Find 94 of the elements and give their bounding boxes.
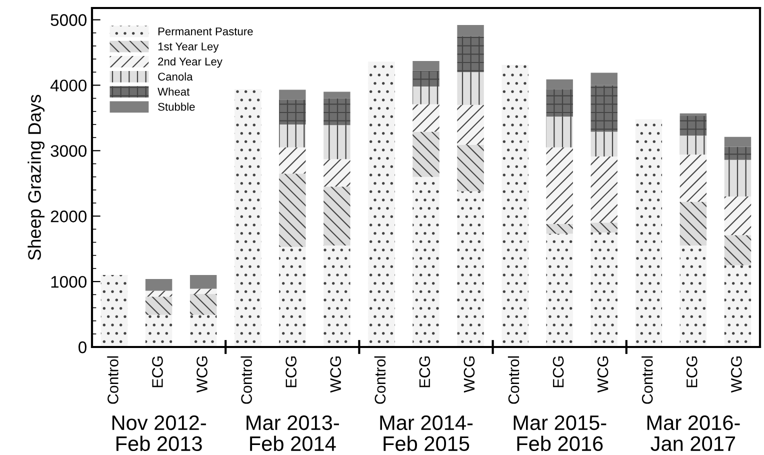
x-tick-label: Control [107, 356, 118, 404]
bar [234, 89, 262, 347]
bar [457, 191, 484, 347]
legend-label: Canola [158, 72, 193, 81]
bar [590, 222, 618, 232]
bar [279, 90, 306, 100]
bar [590, 132, 618, 157]
y-tick-label: 5000 [50, 14, 86, 26]
bar [680, 136, 707, 155]
bar [324, 92, 350, 98]
bar [680, 113, 707, 116]
x-tick-label: Control [240, 356, 252, 404]
bar [590, 72, 618, 86]
bar [412, 176, 440, 347]
x-tick-label: Control [374, 356, 386, 404]
y-tick-label: 1000 [51, 276, 86, 288]
bar [502, 64, 528, 347]
bar [100, 275, 128, 347]
bar [546, 234, 573, 347]
text: Mar 2014- Feb 2015 [380, 415, 473, 452]
text: Mar 2015- Feb 2016 [514, 415, 606, 452]
legend-label: 1st Year Ley [158, 42, 219, 53]
bar [457, 72, 484, 105]
bar [546, 147, 573, 224]
bar [279, 124, 306, 148]
bar [145, 290, 172, 297]
text: Mar 2013- Feb 2014 [246, 415, 339, 452]
bar [412, 61, 440, 71]
bar [412, 132, 440, 177]
bar [412, 86, 440, 104]
y-axis-title: Sheep Grazing Days [28, 94, 45, 260]
x-tick-label: WCG [597, 356, 608, 393]
bar [590, 156, 618, 223]
bar [724, 265, 752, 347]
bar [190, 275, 217, 289]
x-tick-label: ECG [552, 356, 564, 388]
bar [324, 186, 350, 246]
bar [680, 154, 707, 202]
bar [724, 235, 752, 266]
x-tick-label: WCG [330, 356, 342, 393]
bar [590, 85, 618, 132]
x-tick-label: WCG [196, 356, 208, 393]
bar [546, 116, 573, 148]
x-tick-label: Control [508, 356, 520, 404]
x-tick-label: WCG [731, 356, 742, 393]
bar [324, 159, 350, 187]
bar [546, 224, 573, 234]
x-tick-label: ECG [286, 356, 296, 388]
y-tick-label: 4000 [50, 80, 86, 92]
bar [145, 296, 172, 315]
bar [145, 278, 172, 291]
x-tick-label: Control [642, 356, 653, 404]
bar [324, 246, 350, 347]
bar [190, 288, 217, 294]
bar [368, 62, 395, 347]
legend-label: 2nd Year Ley [158, 57, 222, 68]
bar [724, 160, 752, 196]
bar [145, 314, 172, 347]
bar [680, 246, 707, 347]
bar [546, 89, 573, 117]
bar [724, 146, 752, 160]
bar [724, 136, 752, 147]
text: Mar 2016- Jan 2017 [647, 415, 740, 452]
bar [279, 246, 306, 347]
bar [457, 36, 484, 72]
legend-label: Permanent Pasture [158, 28, 253, 36]
x-tick-label: ECG [686, 356, 698, 388]
bar [279, 147, 306, 174]
bar [279, 100, 306, 124]
bar [190, 314, 217, 347]
legend-label: Stubble [158, 102, 195, 111]
text: Nov 2012- Feb 2013 [112, 415, 206, 452]
bar [279, 174, 306, 247]
bar [324, 98, 350, 126]
bar [324, 125, 350, 160]
y-tick-label: 2000 [50, 210, 86, 222]
x-tick-label: ECG [419, 356, 430, 388]
y-tick-label: 3000 [50, 145, 86, 157]
x-tick-label: WCG [464, 356, 475, 393]
bar [457, 144, 484, 192]
bar [590, 232, 618, 347]
bar [680, 202, 707, 246]
bar [724, 196, 752, 236]
bar [546, 79, 573, 90]
bar [412, 70, 440, 87]
bar [457, 104, 484, 145]
y-tick-label: 0 [78, 341, 86, 354]
bar [635, 119, 662, 347]
x-tick-label: ECG [152, 356, 163, 388]
bar [412, 104, 440, 132]
legend-label: Wheat [158, 88, 190, 96]
bar [457, 25, 484, 36]
bar [680, 116, 707, 136]
bar [190, 294, 217, 315]
